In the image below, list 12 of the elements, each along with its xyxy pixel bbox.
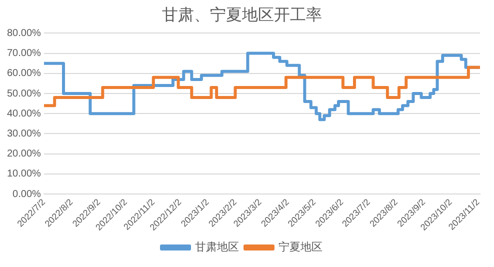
legend-label: 甘肃地区 (195, 240, 239, 254)
y-tick-label: 0.00% (12, 188, 42, 200)
y-tick-label: 50.00% (6, 88, 42, 100)
y-tick-label: 20.00% (6, 148, 42, 160)
y-tick-label: 80.00% (6, 28, 42, 39)
y-tick-label: 10.00% (6, 168, 42, 180)
y-tick-label: 40.00% (6, 108, 42, 120)
y-tick-label: 30.00% (6, 128, 42, 140)
legend-label: 宁夏地区 (278, 240, 322, 254)
y-tick-label: 60.00% (6, 68, 42, 80)
y-tick-label: 70.00% (6, 48, 42, 60)
chart-title: 甘肃、宁夏地区开工率 (162, 4, 322, 24)
